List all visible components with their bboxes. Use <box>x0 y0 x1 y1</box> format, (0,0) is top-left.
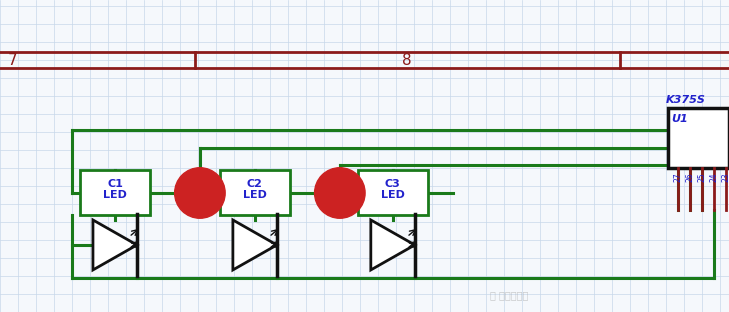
Polygon shape <box>371 220 415 270</box>
Text: U1: U1 <box>671 114 688 124</box>
Text: K375S: K375S <box>666 95 706 105</box>
Text: 26: 26 <box>685 172 694 182</box>
Text: C2
LED: C2 LED <box>243 179 267 200</box>
Text: C3
LED: C3 LED <box>381 179 405 200</box>
Text: 27: 27 <box>673 172 682 182</box>
Bar <box>358 170 428 215</box>
Text: 値 什么値得买: 値 什么値得买 <box>490 290 528 300</box>
Circle shape <box>175 168 225 218</box>
Text: 8: 8 <box>402 52 412 68</box>
Text: 25: 25 <box>697 172 706 182</box>
Text: 24: 24 <box>709 172 718 182</box>
Text: 7: 7 <box>8 52 17 68</box>
Text: 23: 23 <box>721 172 729 182</box>
Bar <box>80 170 150 215</box>
Polygon shape <box>233 220 277 270</box>
Polygon shape <box>93 220 137 270</box>
Text: C1
LED: C1 LED <box>103 179 127 200</box>
Circle shape <box>315 168 365 218</box>
Bar <box>220 170 290 215</box>
Bar <box>668 108 728 168</box>
